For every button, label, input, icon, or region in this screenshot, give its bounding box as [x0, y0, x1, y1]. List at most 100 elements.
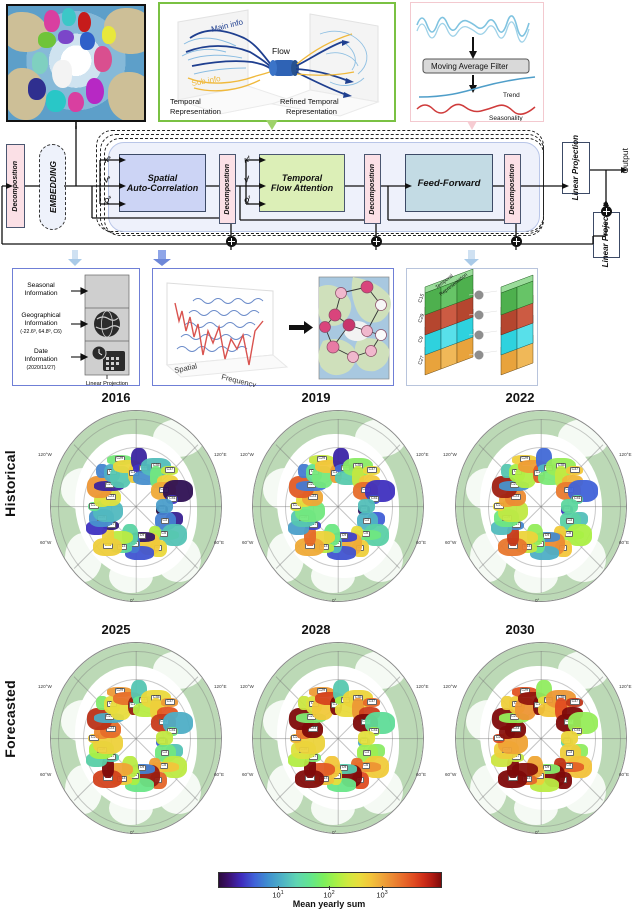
region-label-C9: C9 — [340, 765, 348, 772]
longitude-label: 0° — [535, 598, 540, 603]
seasonal-info-line2: Information — [25, 290, 58, 297]
year-title-2025: 2025 — [101, 622, 131, 637]
coastal-region-C36 — [352, 698, 364, 721]
explainer-row: Seasonal Information Geographical Inform… — [0, 262, 640, 390]
coastal-region-C6 — [554, 757, 567, 772]
calendar-clock-icon — [91, 345, 125, 371]
mini-map-region — [46, 90, 66, 112]
temporal-block-label: Temporal Flow Attention — [270, 172, 334, 193]
mini-map-region — [52, 60, 72, 88]
output-add-node — [601, 206, 612, 217]
region-label-C3: C3 — [565, 517, 574, 524]
coastal-region-C26 — [500, 696, 513, 711]
arctic-thumbnail-panel — [6, 4, 146, 122]
coastal-region-C36 — [352, 466, 364, 489]
longitude-label: 0° — [130, 830, 135, 835]
map-panel-2019: C1C3C5C7C9C11C13C15C17C19C21C23C25C27C29… — [240, 408, 430, 604]
coastal-region-C26 — [297, 696, 310, 711]
temporal-flow-attention-block[interactable]: Temporal Flow Attention — [259, 154, 345, 212]
refined-rep-caption-line2: Representation — [286, 107, 337, 116]
geographic-info-line2: Information — [25, 320, 58, 327]
feed-forward-block[interactable]: Feed-Forward — [405, 154, 493, 212]
right-arrow-icon — [289, 321, 313, 334]
longitude-label: 60°W — [242, 772, 254, 777]
colorbar-tick — [382, 886, 383, 890]
decomposition-block-4[interactable]: Decomposition — [504, 154, 521, 224]
seasonality-label: Seasonality — [489, 115, 523, 122]
coastal-region-C6 — [149, 525, 162, 540]
pink-arrow-up — [467, 121, 477, 130]
latitude-circle — [462, 650, 622, 828]
longitude-label: 60°W — [40, 540, 52, 545]
mini-map-region — [94, 46, 112, 72]
longitude-label: 0° — [130, 598, 135, 603]
coastal-region-C42 — [561, 498, 578, 513]
residual-add-node-2 — [371, 236, 382, 247]
latitude-circle — [462, 418, 622, 596]
colorbar-tick — [278, 886, 279, 890]
region-label-C37: C37 — [165, 466, 175, 473]
map-panel-2028: C1C3C5C7C9C11C13C15C17C19C21C23C25C27C29… — [240, 640, 430, 836]
region-label-C9: C9 — [543, 765, 551, 772]
longitude-label: 120°E — [619, 452, 632, 457]
spatial-auto-correlation-block[interactable]: Spatial Auto-Correlation — [119, 154, 206, 212]
date-info-line3: (2020/11/27) — [26, 365, 55, 371]
cube-label-c15: C15 — [417, 293, 426, 304]
temporal-cubes-illustration: C15 C29 C9 C27 Temporal Representation — [417, 268, 534, 376]
region-label-C9: C9 — [340, 533, 348, 540]
longitude-label: 120°W — [240, 684, 254, 689]
coastal-region-C6 — [149, 757, 162, 772]
encoder-stack-outline-1 — [104, 138, 544, 236]
longitude-label: 60°E — [214, 540, 225, 545]
longitude-label: 120°E — [416, 684, 429, 689]
decomposition-block-2[interactable]: Decomposition — [219, 154, 236, 224]
longitude-label: 60°E — [416, 540, 427, 545]
map-panel-2030: C1C3C5C7C9C11C13C15C17C19C21C23C25C27C29… — [443, 640, 633, 836]
green-arrow-up — [266, 120, 278, 130]
colorbar-tick-label-2: 102 — [323, 890, 335, 900]
flow-attention-illustration: Main info Sub info Flow Temporal Represe… — [170, 9, 380, 117]
decomposition-illustration: Moving Average Filter Trend Seasonality — [416, 15, 536, 122]
region-label-C5: C5 — [361, 763, 370, 769]
mini-map-region — [62, 8, 76, 26]
coastal-region-C36 — [555, 466, 567, 489]
embedding-block[interactable]: EMBEDDING — [39, 144, 66, 230]
colorbar-tick-label-3: 103 — [376, 890, 388, 900]
date-info-line2: Information — [25, 356, 58, 363]
coastal-region-C26 — [95, 696, 108, 711]
region-label-C9: C9 — [138, 533, 146, 540]
blue-arrow-down-embedding — [68, 259, 82, 266]
moving-average-filter-label: Moving Average Filter — [431, 62, 509, 71]
globe-icon — [94, 310, 121, 338]
region-label-C5: C5 — [564, 531, 573, 537]
coastal-region-C16 — [102, 756, 115, 779]
arctic-projection: C1C3C5C7C9C11C13C15C17C19C21C23C25C27C29… — [252, 410, 424, 602]
coastal-region-C42 — [358, 498, 375, 513]
trend-label: Trend — [503, 92, 520, 99]
longitude-label: 0° — [332, 830, 337, 835]
connector-nodes — [468, 290, 498, 360]
coastal-region-C42 — [156, 730, 173, 745]
coastal-region-C26 — [500, 464, 513, 479]
arctic-projection: C1C3C5C7C9C11C13C15C17C19C21C23C25C27C29… — [455, 410, 627, 602]
longitude-label: 120°E — [214, 452, 227, 457]
map-panel-2016: C1C3C5C7C9C11C13C15C17C19C21C23C25C27C29… — [38, 408, 228, 604]
decomposition-block-3[interactable]: Decomposition — [364, 154, 381, 224]
explainer-connectors — [68, 250, 479, 266]
geographic-info-line1: Geographical — [21, 312, 61, 319]
mini-map-region — [102, 26, 116, 44]
coastal-region-C36 — [150, 698, 162, 721]
longitude-label: 0° — [535, 830, 540, 835]
mini-map-region — [58, 30, 74, 44]
refined-rep-caption-line1: Refined Temporal — [280, 97, 339, 106]
cube-label-c29: C29 — [417, 313, 426, 324]
blue-arrow-down-temporal — [464, 259, 479, 266]
colorbar-title: Mean yearly sum — [292, 899, 366, 909]
region-label-C37: C37 — [165, 698, 175, 705]
year-title-2019: 2019 — [301, 390, 331, 405]
coastal-region-C42 — [561, 730, 578, 745]
row-label-historical: Historical — [2, 450, 18, 517]
year-title-2030: 2030 — [505, 622, 535, 637]
region-label-C5: C5 — [159, 531, 168, 537]
coastal-region-C16 — [304, 756, 317, 779]
